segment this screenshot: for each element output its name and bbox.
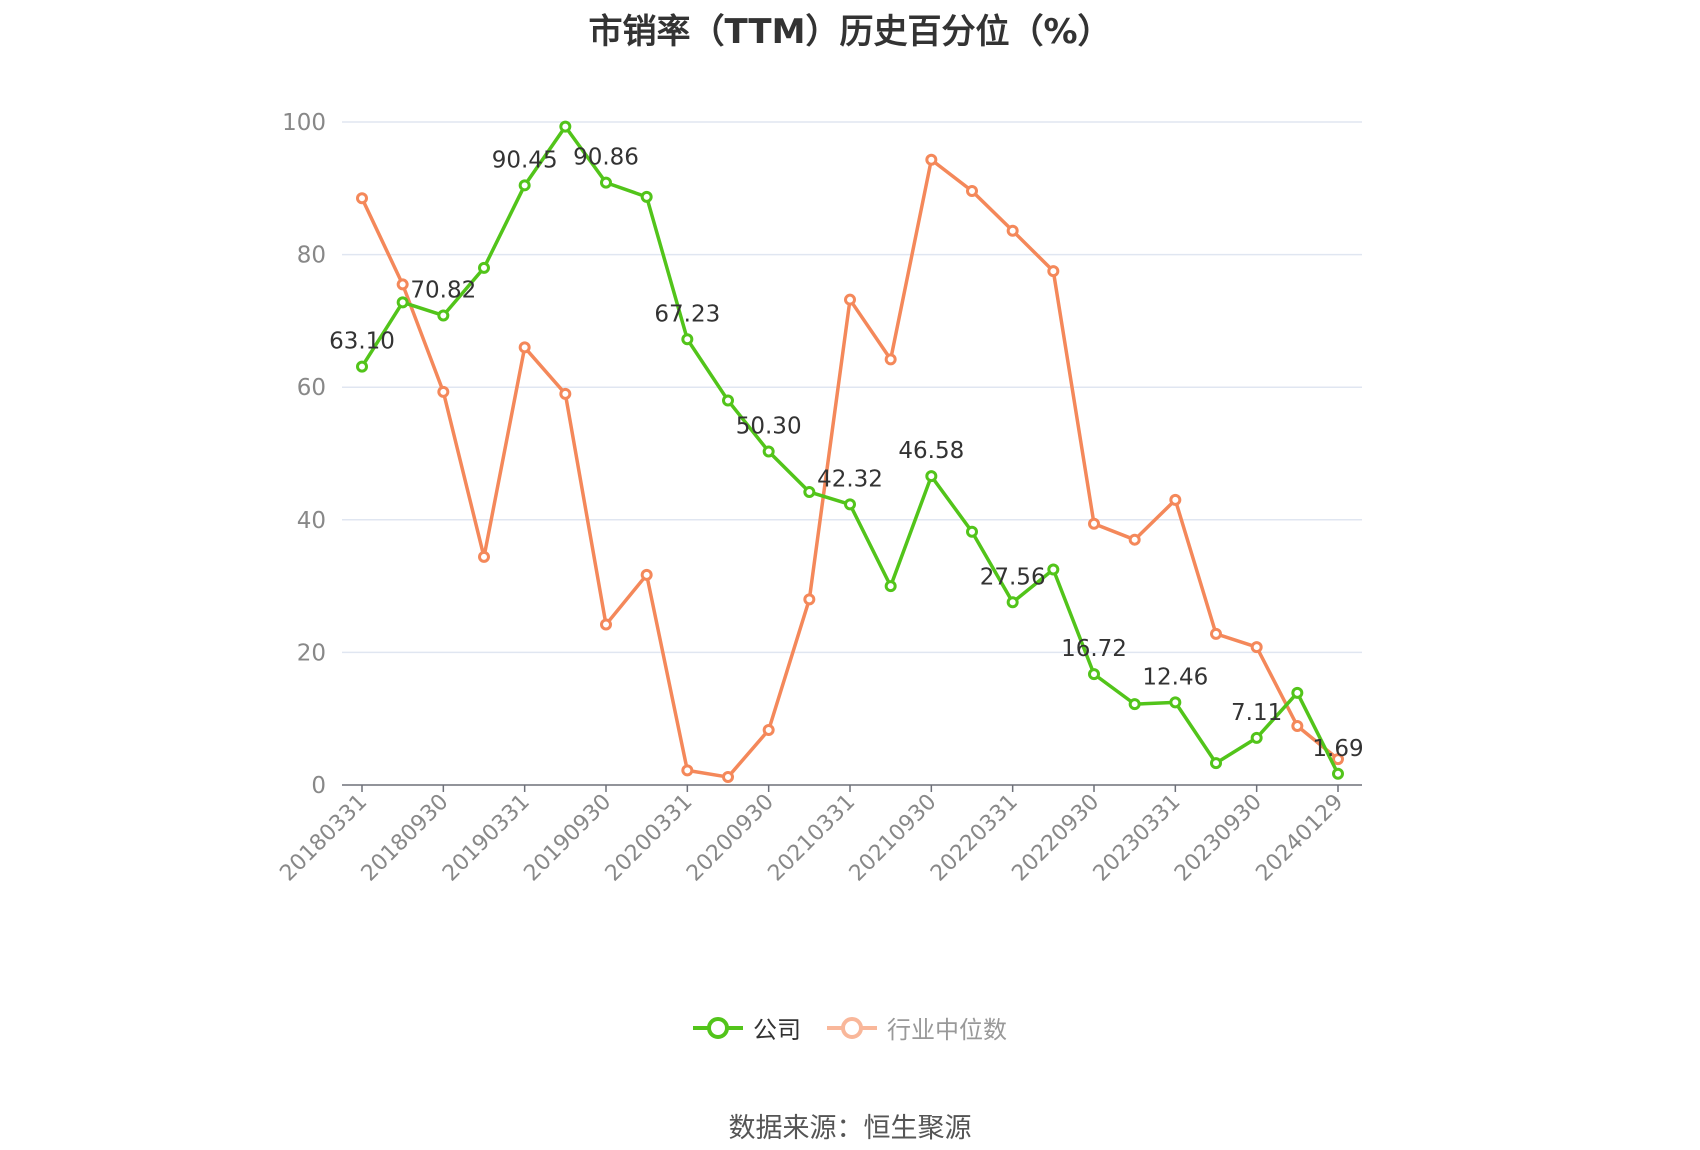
x-tick-label: 20180930 xyxy=(357,790,454,887)
y-tick-label: 60 xyxy=(297,375,326,401)
data-point[interactable] xyxy=(925,470,938,483)
x-tick-label: 20190930 xyxy=(519,790,616,887)
data-point[interactable] xyxy=(640,568,653,581)
x-tick-label: 20210930 xyxy=(845,790,942,887)
data-label: 70.82 xyxy=(410,277,476,303)
x-tick-label: 20180331 xyxy=(275,790,372,887)
data-point[interactable] xyxy=(762,723,775,736)
data-point[interactable] xyxy=(356,192,368,205)
x-tick-label: 20210331 xyxy=(763,790,860,887)
data-point[interactable] xyxy=(1291,719,1304,732)
x-tick-label: 20200930 xyxy=(682,790,779,887)
y-tick-label: 0 xyxy=(311,773,326,799)
data-point[interactable] xyxy=(1210,627,1222,640)
data-label: 7.11 xyxy=(1231,700,1282,726)
legend-label-company: 公司 xyxy=(753,1016,801,1044)
x-tick-label: 20220331 xyxy=(926,790,1023,887)
data-point[interactable] xyxy=(966,184,978,197)
data-point[interactable] xyxy=(803,593,816,606)
data-point[interactable] xyxy=(722,394,734,407)
x-tick-label: 20230930 xyxy=(1170,790,1267,887)
x-tick-label: 20230331 xyxy=(1089,790,1186,887)
data-point[interactable] xyxy=(559,120,572,133)
data-point[interactable] xyxy=(600,176,612,189)
data-label: 50.30 xyxy=(736,414,802,440)
data-point[interactable] xyxy=(884,580,897,593)
legend-item-industry-median[interactable]: 行业中位数 xyxy=(827,1010,1007,1045)
data-point[interactable] xyxy=(478,261,490,274)
data-point[interactable] xyxy=(681,764,694,777)
data-label: 67.23 xyxy=(654,301,720,327)
data-label: 12.46 xyxy=(1142,664,1208,690)
data-label: 1.69 xyxy=(1312,736,1363,762)
data-point[interactable] xyxy=(640,190,653,203)
x-tick-label: 20240129 xyxy=(1251,790,1348,887)
data-point[interactable] xyxy=(966,525,978,538)
data-labels: 63.10 70.82 90.45 90.86 67.23 50.30 42.32 46.58… xyxy=(329,145,1364,762)
data-point[interactable] xyxy=(437,385,450,398)
data-label: 16.72 xyxy=(1061,636,1127,662)
data-point[interactable] xyxy=(1047,265,1060,278)
x-axis: 2018033120180930201903312019093020200331… xyxy=(275,784,1362,887)
data-point[interactable] xyxy=(1210,757,1222,770)
chart-title: 市销率（TTM）历史百分位（%） xyxy=(588,12,1112,52)
data-point[interactable] xyxy=(1006,596,1019,609)
data-point[interactable] xyxy=(844,498,856,511)
data-point[interactable] xyxy=(1088,668,1100,681)
x-tick-label: 20200331 xyxy=(601,790,698,887)
legend-item-company[interactable]: 公司 xyxy=(693,1010,801,1045)
data-point[interactable] xyxy=(762,445,775,458)
data-point[interactable] xyxy=(396,278,409,291)
data-point[interactable] xyxy=(1006,224,1019,237)
data-point[interactable] xyxy=(1250,731,1263,744)
data-point[interactable] xyxy=(1250,641,1263,654)
grid-lines xyxy=(342,121,1362,654)
y-tick-label: 100 xyxy=(282,110,326,136)
data-point[interactable] xyxy=(437,309,450,322)
data-point[interactable] xyxy=(396,296,409,309)
data-point[interactable] xyxy=(1169,493,1182,506)
legend-label-industry-median: 行业中位数 xyxy=(887,1016,1007,1044)
data-label: 42.32 xyxy=(817,466,883,492)
data-point[interactable] xyxy=(803,485,816,498)
legend-industry-line-icon xyxy=(827,1016,877,1039)
y-tick-label: 40 xyxy=(297,508,326,534)
data-label: 90.45 xyxy=(492,147,558,173)
x-tick-label: 20220930 xyxy=(1007,790,1104,887)
data-label: 90.86 xyxy=(573,145,639,171)
data-point[interactable] xyxy=(1047,563,1060,576)
data-label: 46.58 xyxy=(898,438,964,464)
data-point[interactable] xyxy=(600,618,612,631)
data-point[interactable] xyxy=(1088,517,1100,530)
data-point[interactable] xyxy=(884,353,897,366)
data-point[interactable] xyxy=(1128,698,1141,711)
data-point[interactable] xyxy=(1332,767,1344,780)
y-tick-label: 20 xyxy=(297,640,326,666)
data-point[interactable] xyxy=(478,550,490,563)
data-point[interactable] xyxy=(356,360,368,373)
y-tick-label: 80 xyxy=(297,243,326,269)
data-source: 数据来源：恒生聚源 xyxy=(728,1113,972,1144)
data-point[interactable] xyxy=(1291,686,1304,699)
data-point[interactable] xyxy=(518,179,531,192)
data-point[interactable] xyxy=(722,771,734,784)
series-layer xyxy=(356,120,1344,784)
legend: 公司 行业中位数 xyxy=(0,1010,1700,1045)
data-point[interactable] xyxy=(1169,696,1182,709)
x-tick-label: 20190331 xyxy=(438,790,535,887)
data-point[interactable] xyxy=(1332,753,1344,766)
data-point[interactable] xyxy=(1128,533,1141,546)
data-label: 63.10 xyxy=(329,329,395,355)
data-point[interactable] xyxy=(518,341,531,354)
data-point[interactable] xyxy=(925,153,938,166)
data-point[interactable] xyxy=(844,293,856,306)
data-point[interactable] xyxy=(681,333,694,346)
data-label: 27.56 xyxy=(980,564,1046,590)
data-point[interactable] xyxy=(559,387,572,400)
legend-company-line-icon xyxy=(693,1016,743,1039)
y-axis-ticks: 0 20 40 60 80 100 xyxy=(282,110,326,799)
